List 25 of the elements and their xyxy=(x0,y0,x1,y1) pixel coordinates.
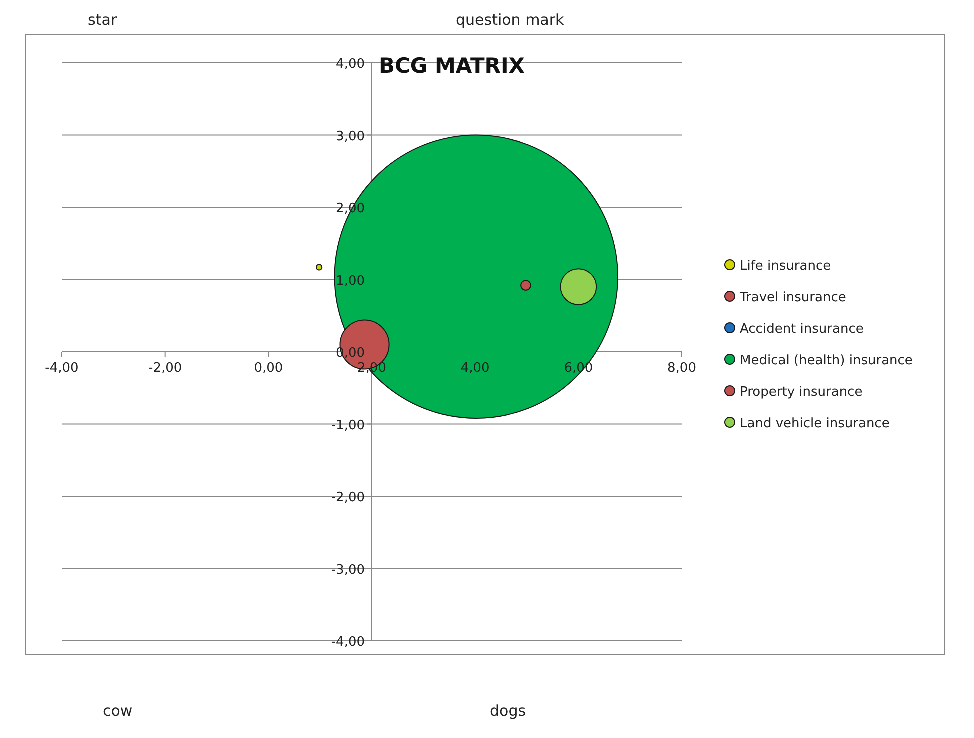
text: question mark xyxy=(456,11,565,29)
legend-label: Accident insurance xyxy=(740,322,864,337)
y-tick-label: -4,00 xyxy=(331,635,365,650)
chart-title: BCG MATRIX xyxy=(379,54,525,78)
x-tick-label: 2,00 xyxy=(358,361,386,376)
y-tick-label: 4,00 xyxy=(336,57,365,72)
y-tick-label: -2,00 xyxy=(331,490,365,506)
text: cow xyxy=(103,702,133,720)
y-tick-label: 3,00 xyxy=(336,129,365,144)
legend-label: Land vehicle insurance xyxy=(740,416,890,432)
y-tick-label: -3,00 xyxy=(331,562,365,578)
text: star xyxy=(88,11,118,29)
legend-label: Medical (health) insurance xyxy=(740,354,913,368)
y-tick-label: 1,00 xyxy=(336,274,365,289)
y-tick-label: 2,00 xyxy=(336,202,365,216)
x-tick-label: 0,00 xyxy=(254,361,284,376)
x-tick-label: -2,00 xyxy=(148,361,182,376)
y-tick-label: -1,00 xyxy=(331,418,365,434)
text: dogs xyxy=(490,702,526,720)
legend-label: Travel insurance xyxy=(739,290,846,306)
legend-label: Property insurance xyxy=(740,385,863,400)
x-tick-label: -4,00 xyxy=(45,361,79,376)
legend-label: Life insurance xyxy=(740,259,832,274)
x-tick-label: 8,00 xyxy=(668,361,696,376)
x-tick-label: 4,00 xyxy=(460,361,490,376)
